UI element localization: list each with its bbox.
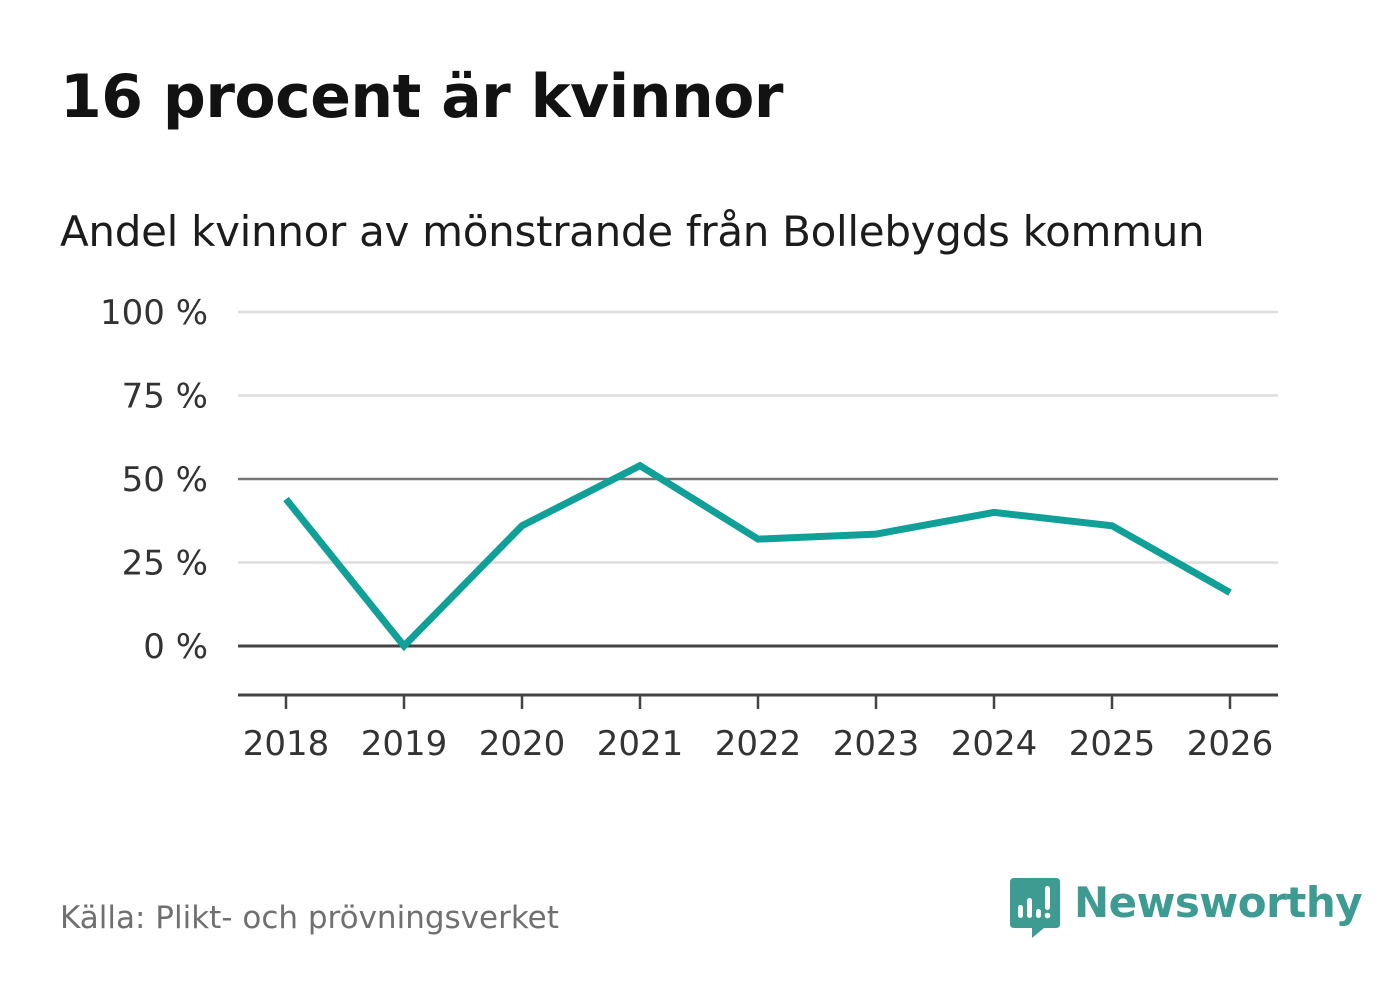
- x-tick-label-2018: 2018: [243, 724, 330, 764]
- brand-name: Newsworthy: [1074, 878, 1363, 927]
- chart-subtitle: Andel kvinnor av mönstrande från Bolleby…: [60, 207, 1205, 256]
- source-note: Källa: Plikt- och prövningsverket: [60, 900, 559, 936]
- series-lines: [283, 461, 1232, 652]
- x-tick-label-2025: 2025: [1069, 724, 1156, 764]
- x-tick-label-2019: 2019: [361, 724, 448, 764]
- x-tick-label-2021: 2021: [597, 724, 684, 764]
- x-tick-label-2026: 2026: [1187, 724, 1274, 764]
- x-tick-label-2022: 2022: [715, 724, 802, 764]
- chart-title: 16 procent är kvinnor: [60, 62, 783, 132]
- x-tick-label-2024: 2024: [951, 724, 1038, 764]
- newsworthy-logo: Newsworthy: [1010, 878, 1363, 940]
- y-tick-label-0: 0 %: [143, 627, 208, 667]
- x-axis: 2018 2019 2020 2021 2022 2023 2024 2025 2026: [238, 693, 1278, 764]
- newsworthy-logo-icon: [1010, 878, 1060, 938]
- grid-lines: [238, 310, 1278, 648]
- y-tick-label-50: 50 %: [122, 460, 208, 500]
- y-tick-label-25: 25 %: [122, 544, 208, 584]
- x-tick-label-2020: 2020: [479, 724, 566, 764]
- y-tick-label-75: 75 %: [122, 377, 208, 417]
- y-axis-tick-labels: 0 % 25 % 50 % 75 % 100 %: [100, 293, 208, 667]
- y-tick-label-100: 100 %: [100, 293, 208, 333]
- series-line-0: [283, 461, 1232, 652]
- x-tick-label-2023: 2023: [833, 724, 920, 764]
